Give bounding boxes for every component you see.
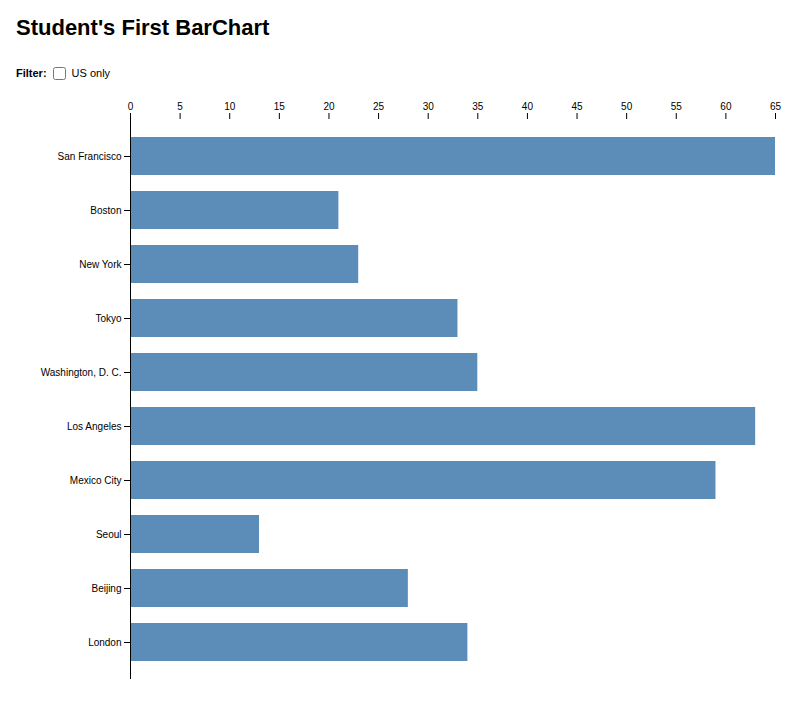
svg-text:10: 10 <box>224 101 236 112</box>
svg-text:Tokyo: Tokyo <box>95 313 122 324</box>
svg-text:55: 55 <box>671 101 683 112</box>
html-text:US only: US only <box>71 67 111 79</box>
html-text:Student's First BarChart: Student's First BarChart <box>16 15 270 40</box>
svg-text:40: 40 <box>522 101 534 112</box>
svg-text:0: 0 <box>128 101 134 112</box>
svg-text:25: 25 <box>373 101 385 112</box>
svg-text:Mexico City: Mexico City <box>70 475 122 486</box>
svg-text:15: 15 <box>274 101 286 112</box>
svg-text:Seoul: Seoul <box>96 529 122 540</box>
svg-text:50: 50 <box>621 101 633 112</box>
svg-text:60: 60 <box>720 101 732 112</box>
svg-text:30: 30 <box>423 101 435 112</box>
svg-text:Boston: Boston <box>90 205 121 216</box>
svg-text:San Francisco: San Francisco <box>58 151 122 162</box>
html-text:Filter:: Filter: <box>16 67 47 79</box>
svg-text:Los Angeles: Los Angeles <box>67 421 122 432</box>
svg-text:20: 20 <box>323 101 335 112</box>
svg-text:London: London <box>88 637 121 648</box>
svg-text:65: 65 <box>770 101 782 112</box>
svg-text:Beijing: Beijing <box>91 583 121 594</box>
svg-text:New York: New York <box>79 259 122 270</box>
svg-text:Washington, D. C.: Washington, D. C. <box>41 367 122 378</box>
svg-text:5: 5 <box>177 101 183 112</box>
svg-text:45: 45 <box>571 101 583 112</box>
svg-text:35: 35 <box>472 101 484 112</box>
